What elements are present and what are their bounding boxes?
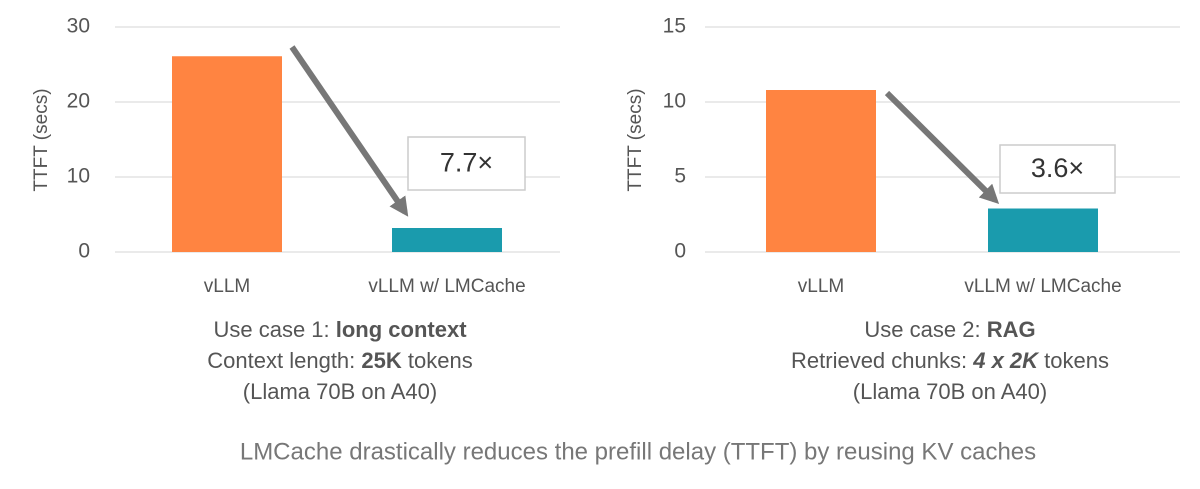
caption-text: tokens: [1038, 348, 1109, 373]
y-tick-label: 0: [78, 240, 90, 263]
caption-text: Context length:: [207, 348, 361, 373]
y-tick-label: 5: [674, 165, 686, 188]
y-tick-label: 0: [674, 240, 686, 263]
annotation: 7.7×: [440, 148, 493, 178]
x-tick-label: vLLM: [798, 276, 844, 297]
arrow: [884, 90, 1000, 205]
annotation-box: [999, 144, 1116, 194]
x-tick-label: vLLM w/ LMCache: [964, 276, 1121, 297]
caption-line: Retrieved chunks: 4 x 2K tokens: [791, 348, 1109, 373]
y-tick-label: 30: [67, 15, 90, 38]
y-tick-label: 20: [67, 90, 90, 113]
caption-line: Use case 2: RAG: [864, 317, 1035, 342]
caption-text: 4 x 2K: [972, 348, 1040, 373]
y-axis-title: TTFT (secs): [625, 88, 646, 191]
footnote: LMCache drastically reduces the prefill …: [240, 438, 1036, 465]
y-axis-title: TTFT (secs): [31, 88, 52, 191]
caption-text: (Llama 70B on A40): [243, 379, 437, 404]
caption-line: Context length: 25K tokens: [207, 348, 472, 373]
caption-text: (Llama 70B on A40): [853, 379, 1047, 404]
caption-text: 25K: [361, 348, 401, 373]
annotation-box: [407, 136, 526, 191]
caption-text: tokens: [402, 348, 473, 373]
caption-text: long context: [336, 317, 467, 342]
caption-text: RAG: [987, 317, 1036, 342]
bar: [766, 90, 876, 252]
arrow: [289, 45, 409, 217]
x-tick-label: vLLM w/ LMCache: [368, 276, 525, 297]
annotation: 3.6×: [1031, 153, 1084, 183]
caption-line: (Llama 70B on A40): [853, 379, 1047, 404]
caption-text: Use case 1:: [213, 317, 335, 342]
bar: [392, 228, 502, 252]
bar: [988, 208, 1098, 252]
caption-line: Use case 1: long context: [213, 317, 467, 342]
caption-text: Use case 2:: [864, 317, 986, 342]
y-tick-label: 10: [67, 165, 90, 188]
y-tick-label: 10: [663, 90, 686, 113]
y-tick-label: 15: [663, 15, 686, 38]
caption-text: Retrieved chunks:: [791, 348, 973, 373]
caption-line: (Llama 70B on A40): [243, 379, 437, 404]
bar: [172, 56, 282, 252]
x-tick-label: vLLM: [204, 276, 250, 297]
